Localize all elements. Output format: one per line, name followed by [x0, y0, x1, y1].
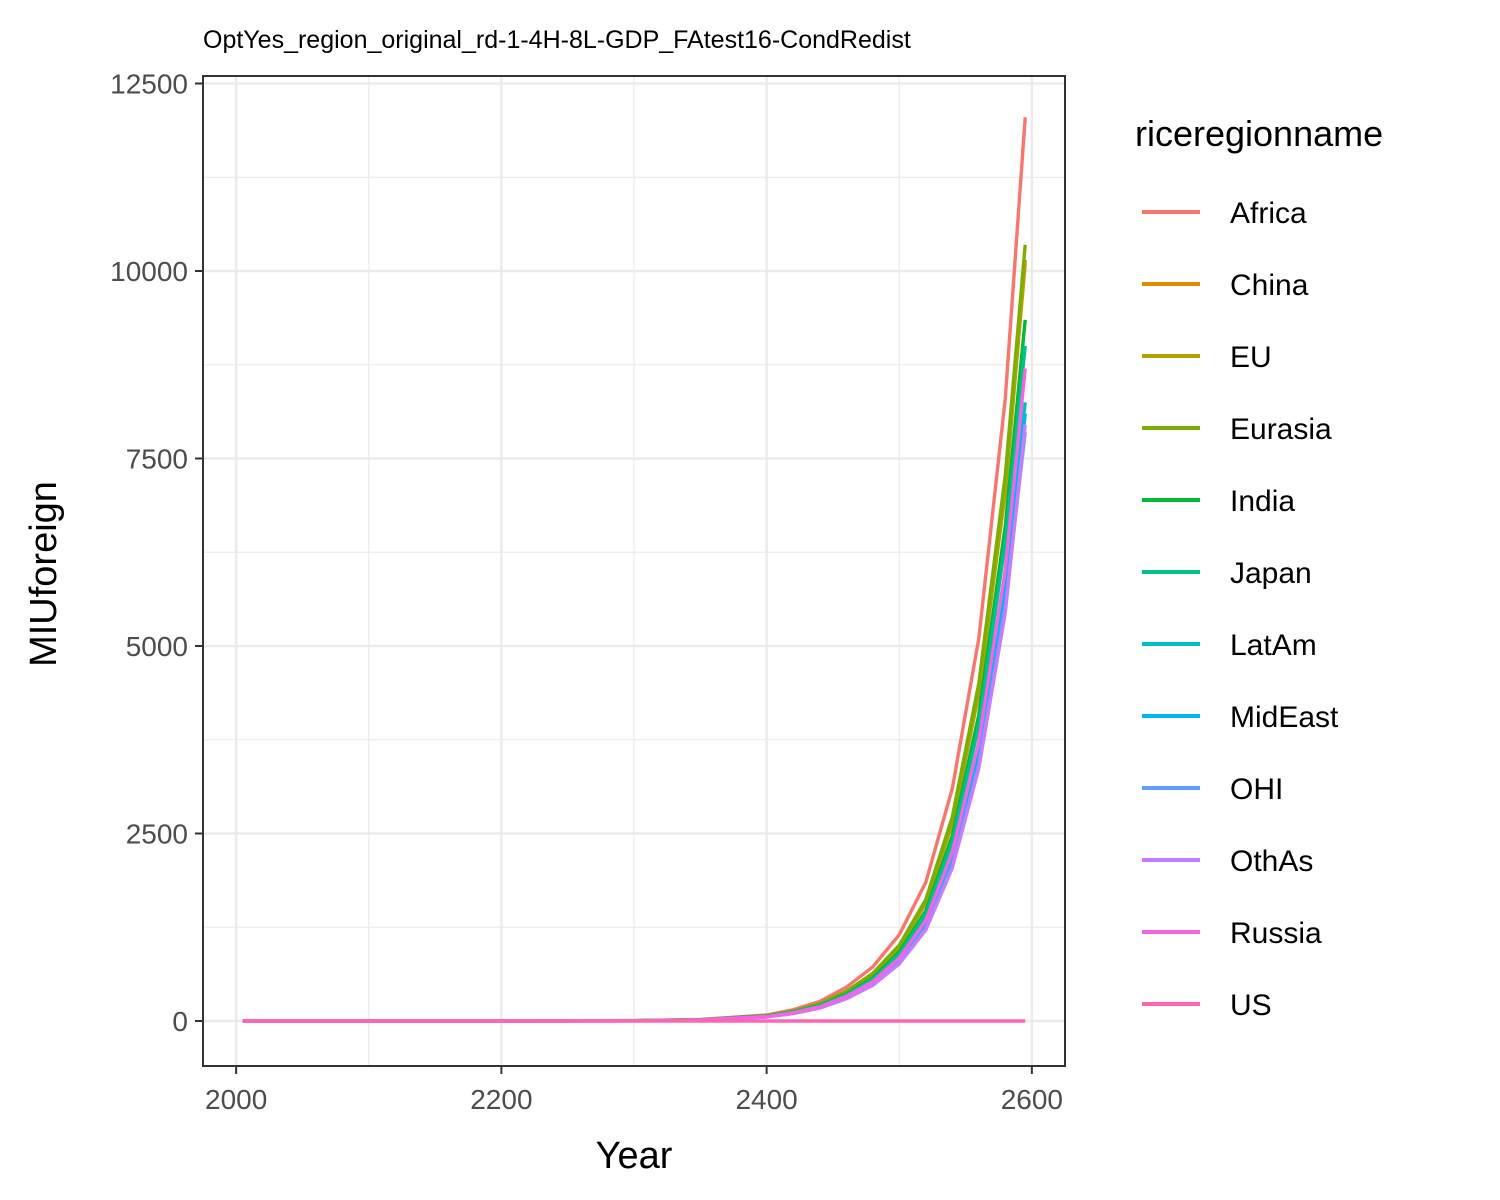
y-tick-label: 5000	[126, 631, 188, 662]
grid	[203, 76, 1065, 1066]
legend-label-ohi: OHI	[1230, 773, 1283, 806]
y-tick-label: 7500	[126, 444, 188, 475]
legend-label-china: China	[1230, 269, 1309, 302]
y-tick-label: 10000	[110, 256, 188, 287]
legend-label-japan: Japan	[1230, 557, 1312, 590]
x-tick-label: 2200	[470, 1084, 532, 1115]
x-tick-label: 2400	[735, 1084, 797, 1115]
x-tick-label: 2600	[1001, 1084, 1063, 1115]
legend-label-india: India	[1230, 485, 1295, 518]
y-tick-label: 2500	[126, 819, 188, 850]
chart-title: OptYes_region_original_rd-1-4H-8L-GDP_FA…	[203, 26, 911, 54]
legend-label-latam: LatAm	[1230, 629, 1317, 662]
legend-label-mideast: MidEast	[1230, 701, 1339, 734]
axis-ticks: 2000 2200 2400 2600 0 2500 5000 7500 10000 12500	[110, 69, 1063, 1116]
legend-label-russia: Russia	[1230, 917, 1322, 950]
legend-items: Africa China EU Eurasia India Japan LatAm MidEa…	[1142, 197, 1339, 1022]
series-lines	[242, 117, 1027, 1023]
legend-label-eu: EU	[1230, 341, 1272, 374]
x-tick-label: 2000	[205, 1084, 267, 1115]
y-axis-title: MIUforeign	[23, 481, 65, 667]
y-tick-label: 0	[172, 1006, 188, 1037]
legend: riceregionname Africa China EU Eurasia India…	[1135, 113, 1383, 1022]
plot-border	[202, 75, 1066, 1067]
y-tick-label: 12500	[110, 69, 188, 100]
x-axis-title: Year	[596, 1135, 673, 1177]
legend-label-africa: Africa	[1230, 197, 1307, 230]
legend-label-othas: OthAs	[1230, 845, 1313, 878]
legend-label-us: US	[1230, 989, 1272, 1022]
legend-title: riceregionname	[1135, 113, 1383, 154]
legend-label-eurasia: Eurasia	[1230, 413, 1332, 446]
